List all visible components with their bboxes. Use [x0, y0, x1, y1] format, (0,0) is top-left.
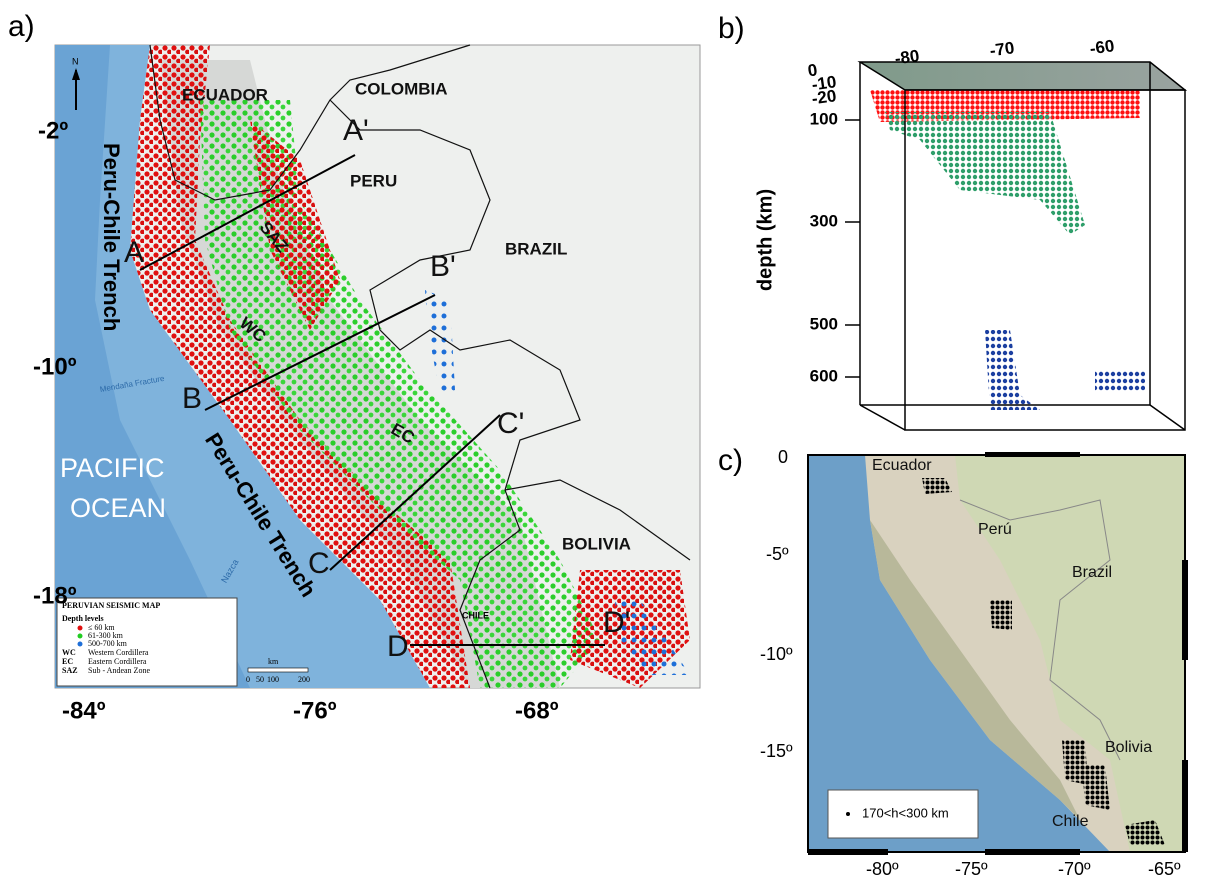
legend-subtitle: Depth levels — [62, 614, 104, 623]
section-label: A' — [343, 114, 369, 147]
side-tick-label: 0 — [807, 60, 819, 80]
top-tick-label: -80 — [894, 46, 921, 68]
y-tick-label: 300 — [810, 211, 838, 230]
legend-abbrev: SAZ — [62, 666, 78, 675]
lon-label: -75º — [955, 859, 988, 879]
side-tick-label: -10 — [811, 72, 838, 94]
section-label: D — [387, 630, 409, 663]
country-label: Perú — [978, 521, 1012, 538]
country-label: Chile — [1052, 813, 1089, 830]
side-tick-label: -20 — [811, 86, 838, 108]
y-axis-label: depth (km) — [754, 189, 776, 291]
country-label: Ecuador — [872, 457, 932, 474]
section-label: B — [182, 382, 202, 415]
scale-tick: 0 — [246, 675, 250, 684]
top-tick-label: -70 — [989, 38, 1016, 60]
legend-abbrev-text: Western Cordillera — [88, 648, 149, 657]
legend-abbrev: WC — [62, 648, 76, 657]
legend-item: ≤ 60 km — [88, 623, 115, 632]
y-tick-label: 600 — [810, 366, 838, 385]
lon-label: -68º — [515, 697, 559, 724]
country-label: PERU — [350, 171, 397, 190]
legend-abbrev: EC — [62, 657, 73, 666]
section-label: D' — [603, 606, 630, 639]
ocean-label: OCEAN — [70, 493, 166, 523]
scale-unit: km — [268, 657, 279, 666]
lon-label: -70º — [1058, 859, 1091, 879]
lat-label: -10º — [760, 644, 793, 664]
lon-label: -80º — [866, 859, 899, 879]
lat-label: -5º — [766, 544, 789, 564]
legend-item: 500-700 km — [88, 639, 128, 648]
section-label: B' — [430, 250, 456, 283]
map-a: N ECUADOR COLOMBIA PERU BRAZIL BOLIVIA C… — [54, 44, 701, 689]
section-label: A — [124, 236, 144, 269]
section-label: C — [308, 547, 330, 580]
map-c: 170<h<300 km Ecuador Perú Brazil Bolivia… — [807, 452, 1188, 855]
trench-label: Peru-Chile Trench — [99, 143, 124, 331]
lat-label: -10º — [33, 353, 77, 380]
scale-bar: km 0 50 100 200 — [246, 657, 310, 684]
section-label: C' — [497, 407, 524, 440]
north-label: N — [72, 56, 79, 66]
country-label: Bolivia — [1105, 739, 1152, 756]
lon-label: -76º — [293, 697, 337, 724]
country-label: COLOMBIA — [355, 79, 448, 98]
scale-tick: 50 — [256, 675, 264, 684]
y-tick-label: 100 — [810, 109, 838, 128]
lon-label: -65º — [1148, 859, 1181, 879]
legend-label: 170<h<300 km — [862, 805, 949, 820]
country-label: BOLIVIA — [562, 534, 631, 553]
legend-title: PERUVIAN SEISMIC MAP — [62, 601, 160, 610]
lat-label: -2º — [38, 117, 68, 144]
legend-abbrev-text: Sub - Andean Zone — [88, 666, 150, 675]
legend: PERUVIAN SEISMIC MAP Depth levels ≤ 60 k… — [56, 597, 238, 687]
scale-tick: 200 — [298, 675, 310, 684]
lat-label: 0 — [778, 447, 788, 467]
country-label: ECUADOR — [182, 85, 268, 104]
panel-label: b) — [718, 12, 745, 45]
country-label: BRAZIL — [505, 239, 567, 258]
legend-item: 61-300 km — [88, 631, 124, 640]
scale-tick: 100 — [267, 675, 279, 684]
plot-b — [845, 61, 1188, 431]
y-tick-label: 500 — [810, 314, 838, 333]
legend-abbrev-text: Eastern Cordillera — [88, 657, 147, 666]
country-label: CHILE — [462, 610, 489, 620]
panel-label: c) — [718, 444, 743, 477]
ocean-label: PACIFIC — [60, 453, 165, 483]
panel-label: a) — [8, 10, 35, 43]
top-tick-label: -60 — [1089, 36, 1116, 58]
north-arrow — [72, 68, 80, 110]
country-label: Brazil — [1072, 564, 1112, 581]
lon-label: -84º — [62, 697, 106, 724]
lat-label: -15º — [760, 741, 793, 761]
lat-label: -18º — [33, 582, 77, 609]
